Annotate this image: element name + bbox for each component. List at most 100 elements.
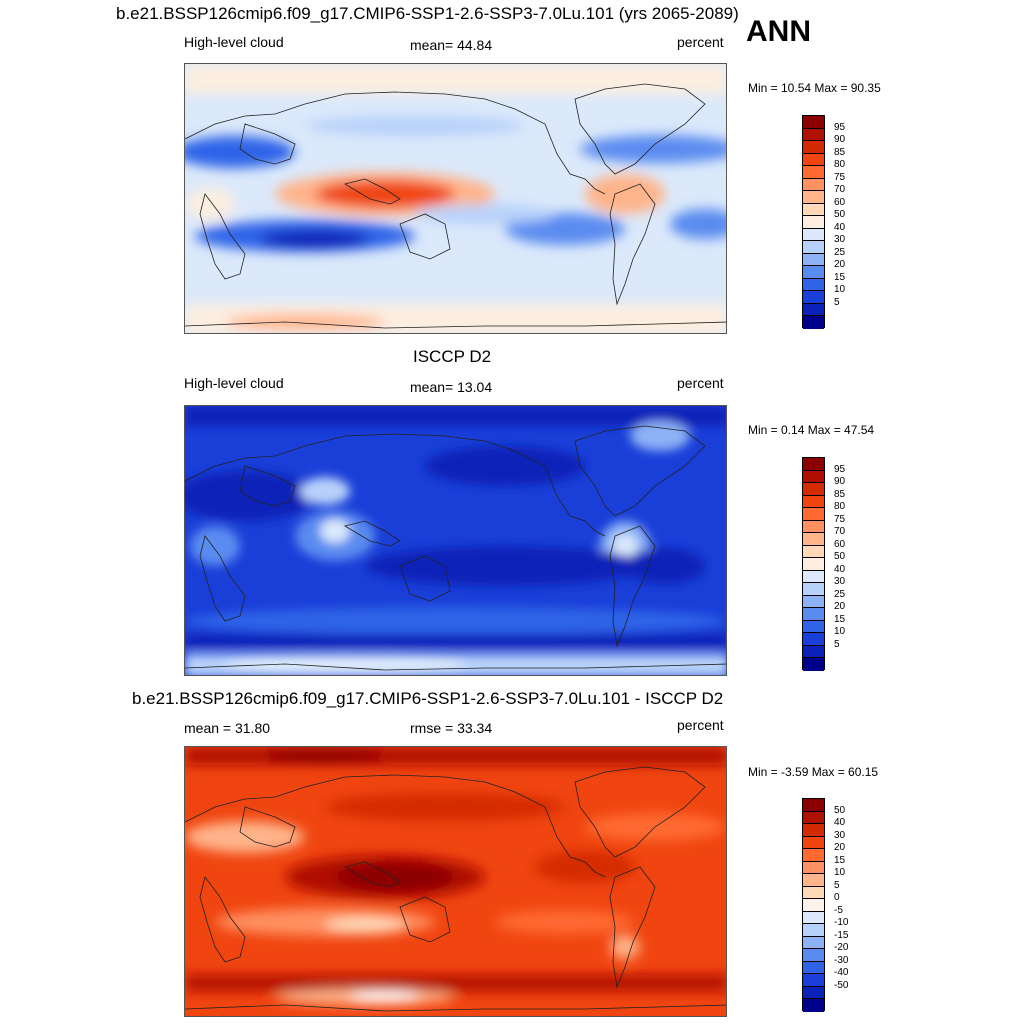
colorbar-tick-label: 95 xyxy=(834,121,846,133)
colorbar-swatch xyxy=(803,278,824,292)
colorbar-swatch xyxy=(803,241,824,254)
colorbar-swatch xyxy=(803,495,824,509)
colorbar-swatch xyxy=(803,961,824,975)
colorbar-swatch xyxy=(803,595,824,609)
colorbar-swatch xyxy=(803,303,824,317)
mean-label: mean= 13.04 xyxy=(410,379,493,395)
colorbar-swatch xyxy=(803,316,824,329)
colorbar-swatch xyxy=(803,253,824,267)
colorbar-tick-label: 30 xyxy=(834,234,846,246)
colorbar-swatch xyxy=(803,533,824,546)
colorbar-swatch xyxy=(803,153,824,167)
colorbar-swatch xyxy=(803,936,824,950)
variable-label: High-level cloud xyxy=(184,375,284,391)
colorbar-swatch xyxy=(803,128,824,142)
colorbar-tick-label: -40 xyxy=(834,967,849,979)
colorbar-swatch xyxy=(803,949,824,962)
colorbar-swatch xyxy=(803,116,824,129)
colorbar-swatch xyxy=(803,899,824,912)
colorbar-swatch xyxy=(803,520,824,534)
colorbar-tick-label: 30 xyxy=(834,576,846,588)
colorbar-tick-label: 75 xyxy=(834,171,846,183)
panel-title: b.e21.BSSP126cmip6.f09_g17.CMIP6-SSP1-2.… xyxy=(116,4,739,23)
map-field xyxy=(184,63,727,334)
colorbar-tick-label: 20 xyxy=(834,259,846,271)
panel-title: ISCCP D2 xyxy=(413,347,492,366)
colorbar-swatch xyxy=(803,470,824,484)
units-label: percent xyxy=(677,375,724,391)
colorbar-tick-label: 20 xyxy=(834,842,846,854)
colorbar-swatch xyxy=(803,874,824,887)
colorbar-tick-label: 80 xyxy=(834,501,846,513)
colorbar-swatch xyxy=(803,824,824,837)
colorbar-swatch xyxy=(803,608,824,621)
colorbar-tick-label: 15 xyxy=(834,854,846,866)
colorbar-swatch xyxy=(803,166,824,179)
colorbar-swatch xyxy=(803,266,824,279)
colorbar-swatch xyxy=(803,141,824,154)
colorbar-tick-label: 85 xyxy=(834,146,846,158)
colorbar-swatch xyxy=(803,645,824,659)
colorbar-swatch xyxy=(803,849,824,862)
mean-label: mean = 31.80 xyxy=(184,720,271,736)
season-label: ANN xyxy=(746,15,811,48)
colorbar-swatch xyxy=(803,228,824,242)
colorbar-tick-label: -10 xyxy=(834,917,849,929)
colorbar-tick-label: 10 xyxy=(834,867,846,879)
colorbar-tick-label: 50 xyxy=(834,209,846,221)
colorbar xyxy=(802,798,825,1012)
colorbar-swatch xyxy=(803,191,824,204)
colorbar-swatch xyxy=(803,583,824,596)
colorbar-tick-label: 50 xyxy=(834,804,846,816)
minmax-label: Min = 0.14 Max = 47.54 xyxy=(748,423,875,437)
colorbar-tick-label: 15 xyxy=(834,271,846,283)
minmax-label: Min = -3.59 Max = 60.15 xyxy=(748,765,879,779)
colorbar-tick-label: 95 xyxy=(834,463,846,475)
colorbar-swatch xyxy=(803,886,824,900)
colorbar-swatch xyxy=(803,558,824,571)
colorbar-tick-label: 85 xyxy=(834,488,846,500)
colorbar-tick-label: 5 xyxy=(834,879,840,891)
colorbar-swatch xyxy=(803,836,824,850)
colorbar-tick-label: 80 xyxy=(834,159,846,171)
colorbar-tick-label: -30 xyxy=(834,954,849,966)
colorbar-tick-label: 70 xyxy=(834,526,846,538)
colorbar xyxy=(802,115,825,329)
colorbar-swatch xyxy=(803,216,824,229)
colorbar-tick-label: -20 xyxy=(834,942,849,954)
colorbar-tick-label: 40 xyxy=(834,221,846,233)
colorbar-swatch xyxy=(803,799,824,812)
colorbar-swatch xyxy=(803,861,824,875)
units-label: percent xyxy=(677,717,724,733)
colorbar-tick-label: 10 xyxy=(834,284,846,296)
colorbar-swatch xyxy=(803,620,824,634)
colorbar-swatch xyxy=(803,203,824,217)
variable-label: High-level cloud xyxy=(184,34,284,50)
colorbar-tick-label: -15 xyxy=(834,929,849,941)
colorbar xyxy=(802,457,825,671)
colorbar-swatch xyxy=(803,633,824,646)
colorbar-swatch xyxy=(803,458,824,471)
colorbar-tick-label: 70 xyxy=(834,184,846,196)
colorbar-tick-label: 0 xyxy=(834,892,840,904)
colorbar-swatch xyxy=(803,483,824,496)
colorbar-tick-label: 90 xyxy=(834,476,846,488)
colorbar-swatch xyxy=(803,291,824,304)
rmse-label: rmse = 33.34 xyxy=(410,720,493,736)
colorbar-tick-label: 30 xyxy=(834,829,846,841)
mean-label: mean= 44.84 xyxy=(410,37,493,53)
colorbar-tick-label: 40 xyxy=(834,817,846,829)
colorbar-tick-label: 5 xyxy=(834,638,840,650)
colorbar-tick-label: 25 xyxy=(834,246,846,258)
colorbar-swatch xyxy=(803,811,824,825)
colorbar-tick-label: 75 xyxy=(834,513,846,525)
colorbar-swatch xyxy=(803,658,824,671)
colorbar-tick-label: 40 xyxy=(834,563,846,575)
colorbar-tick-label: 25 xyxy=(834,588,846,600)
colorbar-tick-label: -5 xyxy=(834,904,843,916)
colorbar-tick-label: 60 xyxy=(834,538,846,550)
colorbar-tick-label: 50 xyxy=(834,551,846,563)
colorbar-tick-label: 15 xyxy=(834,613,846,625)
colorbar-swatch xyxy=(803,508,824,521)
colorbar-swatch xyxy=(803,545,824,559)
